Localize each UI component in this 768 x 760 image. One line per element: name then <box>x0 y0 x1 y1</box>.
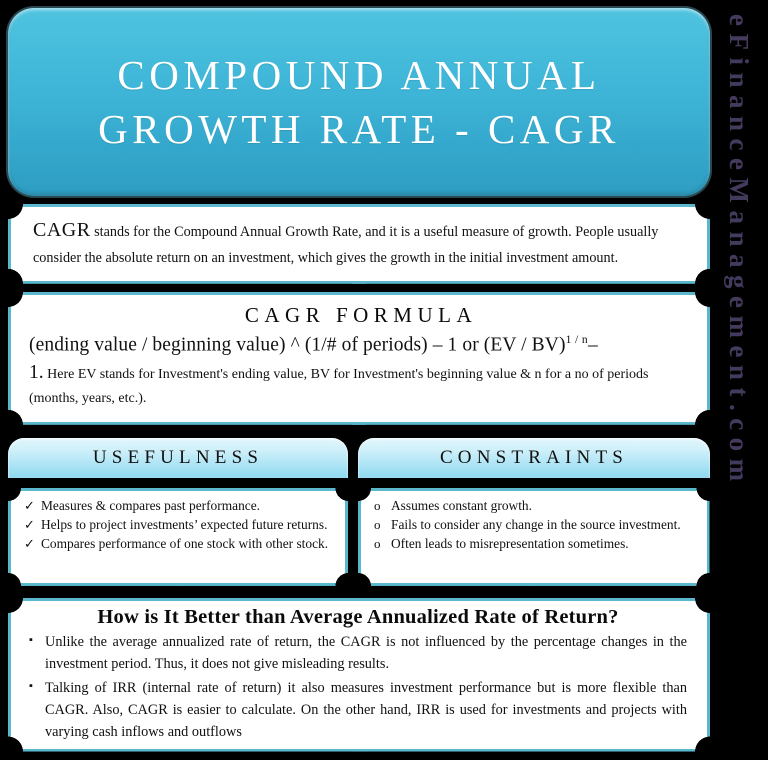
watermark-text: eFinanceManagement.com <box>724 14 754 489</box>
intro-lead-term: CAGR <box>33 219 91 241</box>
square-bullet-icon: ▪ <box>29 679 33 692</box>
circle-bullet-icon: o <box>374 498 381 513</box>
circle-bullet-icon: o <box>374 535 381 551</box>
list-item-label: Talking of IRR (internal rate of return)… <box>45 679 687 741</box>
list-item: ✓ Compares performance of one stock with… <box>21 535 337 553</box>
comparison-title: How is It Better than Average Annualized… <box>97 606 619 628</box>
list-item: o Fails to consider any change in the so… <box>371 516 699 534</box>
list-item-label: Helps to project investments’ expected f… <box>41 516 328 532</box>
list-item: ✓ Measures & compares past performance. <box>21 497 337 515</box>
watermark: eFinanceManagement.com <box>714 0 768 760</box>
list-item-label: Fails to consider any change in the sour… <box>391 516 681 532</box>
formula-note: 1. Here EV stands for Investment's endin… <box>29 358 693 409</box>
intro-paragraph: CAGR stands for the Compound Annual Grow… <box>33 214 691 270</box>
formula-heading: CAGR FORMULA <box>244 303 478 327</box>
list-item: o Assumes constant growth. <box>371 497 699 515</box>
list-item-label: Compares performance of one stock with o… <box>41 535 329 551</box>
list-item: ▪ Unlike the average annualized rate of … <box>23 631 693 676</box>
formula-expression-suffix: – <box>588 334 598 356</box>
intro-body-text: stands for the Compound Annual Growth Ra… <box>33 224 659 266</box>
list-item-label: Unlike the average annualized rate of re… <box>45 634 687 673</box>
circle-bullet-icon: o <box>374 516 381 532</box>
list-item: o Often leads to misrepresentation somet… <box>371 535 699 553</box>
check-icon: ✓ <box>24 535 35 551</box>
page-title: COMPOUND ANNUAL GROWTH RATE - CAGR <box>98 51 620 152</box>
formula-exponent: 1 / n <box>565 334 589 346</box>
list-item-label: Measures & compares past performance. <box>41 498 260 513</box>
square-bullet-icon: ▪ <box>29 634 33 646</box>
constraints-box: o Assumes constant growth. o Fails to co… <box>358 488 710 586</box>
usefulness-list: ✓ Measures & compares past performance. … <box>21 497 337 552</box>
section-header-usefulness-label: USEFULNESS <box>92 447 264 468</box>
check-icon: ✓ <box>24 516 35 532</box>
formula-note-text: Here EV stands for Investment's ending v… <box>29 367 649 407</box>
formula-expression-prefix: (ending value / beginning value) ^ (1/# … <box>29 334 566 356</box>
list-item: ✓ Helps to project investments’ expected… <box>21 516 337 534</box>
intro-box: CAGR stands for the Compound Annual Grow… <box>8 204 710 284</box>
list-item: ▪ Talking of IRR (internal rate of retur… <box>23 677 693 744</box>
formula-box: CAGR FORMULA (ending value / beginning v… <box>8 292 710 425</box>
usefulness-box: ✓ Measures & compares past performance. … <box>8 488 348 586</box>
section-header-constraints: CONSTRAINTS <box>358 438 710 478</box>
formula-expression-tail: 1. <box>29 362 44 384</box>
comparison-list: ▪ Unlike the average annualized rate of … <box>23 631 693 743</box>
check-icon: ✓ <box>24 498 35 513</box>
constraints-list: o Assumes constant growth. o Fails to co… <box>371 497 699 552</box>
section-header-constraints-label: CONSTRAINTS <box>439 447 629 468</box>
formula-expression: (ending value / beginning value) ^ (1/# … <box>29 333 693 358</box>
title-banner: COMPOUND ANNUAL GROWTH RATE - CAGR <box>8 8 710 196</box>
list-item-label: Assumes constant growth. <box>391 498 532 513</box>
comparison-box: How is It Better than Average Annualized… <box>8 598 710 752</box>
section-header-usefulness: USEFULNESS <box>8 438 348 478</box>
list-item-label: Often leads to misrepresentation sometim… <box>391 535 629 551</box>
